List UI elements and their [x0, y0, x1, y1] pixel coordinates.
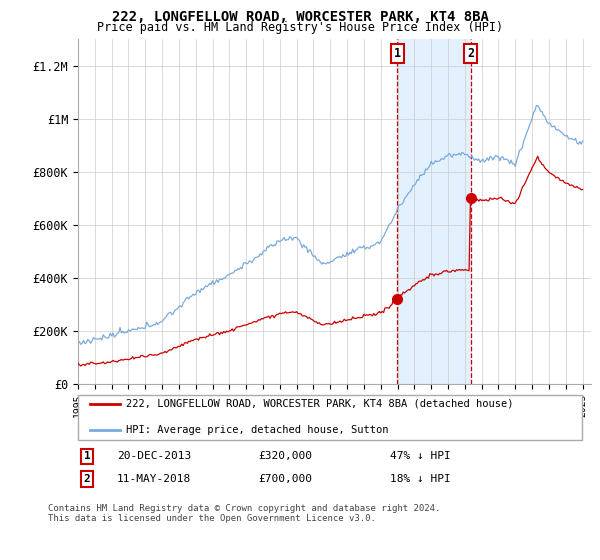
- Text: 2: 2: [467, 47, 475, 60]
- Text: Price paid vs. HM Land Registry's House Price Index (HPI): Price paid vs. HM Land Registry's House …: [97, 21, 503, 34]
- Text: 11-MAY-2018: 11-MAY-2018: [117, 474, 191, 484]
- Text: Contains HM Land Registry data © Crown copyright and database right 2024.
This d: Contains HM Land Registry data © Crown c…: [48, 504, 440, 524]
- Text: 222, LONGFELLOW ROAD, WORCESTER PARK, KT4 8BA: 222, LONGFELLOW ROAD, WORCESTER PARK, KT…: [112, 10, 488, 24]
- Text: HPI: Average price, detached house, Sutton: HPI: Average price, detached house, Sutt…: [126, 424, 389, 435]
- Text: 47% ↓ HPI: 47% ↓ HPI: [390, 451, 451, 461]
- Text: 18% ↓ HPI: 18% ↓ HPI: [390, 474, 451, 484]
- Text: 20-DEC-2013: 20-DEC-2013: [117, 451, 191, 461]
- Text: 2: 2: [83, 474, 91, 484]
- Bar: [397, 39, 471, 384]
- Text: 1: 1: [394, 47, 401, 60]
- Text: £700,000: £700,000: [258, 474, 312, 484]
- Text: 1: 1: [83, 451, 91, 461]
- Text: £320,000: £320,000: [258, 451, 312, 461]
- Text: 222, LONGFELLOW ROAD, WORCESTER PARK, KT4 8BA (detached house): 222, LONGFELLOW ROAD, WORCESTER PARK, KT…: [126, 399, 514, 409]
